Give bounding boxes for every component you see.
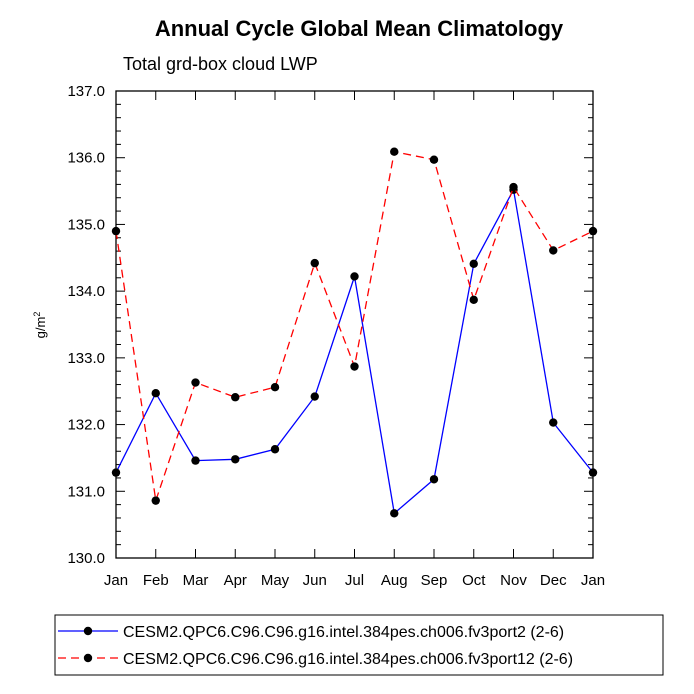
chart-title: Annual Cycle Global Mean Climatology — [155, 16, 564, 41]
series-2-point — [469, 295, 478, 305]
series-1-point — [111, 468, 121, 477]
x-tick-label: Apr — [224, 572, 247, 589]
series-line-1 — [115, 187, 594, 515]
legend: CESM2.QPC6.C96.C96.g16.intel.384pes.ch00… — [58, 624, 573, 668]
series-2-point — [549, 246, 558, 255]
series-1-point — [588, 468, 598, 477]
series-1-point — [549, 418, 558, 427]
x-tick-label: Feb — [143, 572, 169, 589]
series-2-point — [151, 496, 160, 505]
chart-subtitle: Total grd-box cloud LWP — [123, 54, 318, 74]
series-1-point — [390, 509, 399, 518]
y-tick-label: 135.0 — [67, 216, 105, 233]
series-2-point — [191, 378, 200, 387]
series-2-point — [390, 147, 399, 156]
x-tick-label: Aug — [381, 572, 408, 589]
x-tick-label: Oct — [462, 572, 486, 589]
series-1-point — [429, 475, 439, 484]
y-axis-label-superscript: 2 — [32, 312, 42, 317]
y-tick-label: 136.0 — [67, 150, 105, 167]
series-1-point — [310, 392, 319, 401]
y-tick-label: 132.0 — [67, 417, 105, 434]
legend-marker-1 — [83, 626, 93, 636]
y-tick-label: 137.0 — [67, 83, 105, 100]
x-tick-labels: Jan Feb Mar Apr May Jun Jul Aug Sep Oct Nov Dec Jan — [104, 572, 605, 589]
series-layer — [111, 147, 598, 518]
y-tick-label: 131.0 — [67, 483, 105, 500]
y-tick-label: 130.0 — [67, 550, 105, 567]
axis-ticks — [115, 90, 594, 559]
x-tick-label: Jul — [345, 572, 364, 589]
series-2-point — [350, 362, 359, 371]
series-1-point — [151, 389, 160, 398]
series-2-point — [231, 393, 240, 402]
x-tick-label: Nov — [500, 572, 527, 589]
series-2-point — [509, 182, 518, 192]
series-1-point — [469, 259, 478, 268]
y-axis-label: g/m2 — [32, 312, 48, 339]
x-tick-label: May — [261, 572, 290, 589]
series-2-point — [429, 155, 439, 164]
legend-label-2: CESM2.QPC6.C96.C96.g16.intel.384pes.ch00… — [123, 651, 573, 668]
y-axis-label-units: g/m — [33, 317, 48, 339]
series-1-point — [350, 272, 359, 281]
y-tick-labels: 130.0 131.0 132.0 133.0 134.0 135.0 136.0 137.0 — [67, 83, 105, 567]
series-2-point — [588, 226, 598, 236]
plot-frame — [115, 90, 594, 559]
x-tick-label: Dec — [540, 572, 567, 589]
x-tick-label: Mar — [183, 572, 209, 589]
legend-box — [54, 614, 664, 676]
x-tick-label: Jan — [104, 572, 128, 589]
series-1-point — [191, 456, 200, 465]
x-tick-label: Jun — [303, 572, 327, 589]
legend-marker-2 — [83, 653, 93, 663]
x-tick-label: Sep — [421, 572, 448, 589]
series-1-point — [231, 455, 240, 464]
series-1-point — [270, 445, 280, 454]
y-tick-label: 133.0 — [67, 350, 105, 367]
x-tick-label: Jan — [581, 572, 605, 589]
y-tick-label: 134.0 — [67, 283, 105, 300]
series-2-point — [310, 258, 319, 268]
series-2-point — [270, 383, 280, 392]
legend-label-1: CESM2.QPC6.C96.C96.g16.intel.384pes.ch00… — [123, 624, 564, 641]
series-2-point — [111, 226, 121, 236]
